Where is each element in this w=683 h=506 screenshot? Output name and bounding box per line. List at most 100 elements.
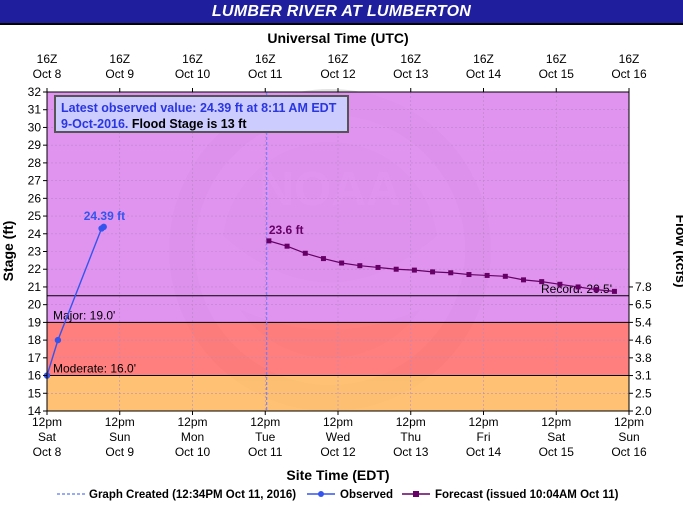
- observed-peak-label: 24.39 ft: [84, 209, 125, 223]
- y-tick-label: 25: [28, 209, 42, 223]
- forecast-point: [611, 288, 617, 294]
- bottom-axis-title: Site Time (EDT): [286, 467, 389, 483]
- bottom-tick-day: Wed: [326, 430, 350, 444]
- top-tick-date: Oct 9: [105, 67, 134, 81]
- flow-tick-label: 4.6: [635, 333, 652, 347]
- bottom-tick-time: 12pm: [177, 415, 207, 429]
- top-tick-date: Oct 12: [320, 67, 356, 81]
- top-tick-hour: 16Z: [400, 52, 421, 66]
- flood-stage-text: Flood Stage is 13 ft: [131, 117, 247, 131]
- bottom-tick-day: Sun: [618, 430, 639, 444]
- y-tick-label: 26: [28, 191, 42, 205]
- y-tick-label: 29: [28, 138, 42, 152]
- forecast-point: [430, 269, 436, 275]
- flow-tick-label: 6.5: [635, 298, 652, 312]
- bottom-tick-date: Oct 9: [105, 445, 134, 459]
- top-tick-date: Oct 16: [611, 67, 647, 81]
- forecast-point: [575, 284, 581, 290]
- right-axis-title: Flow (kcfs): [673, 214, 683, 287]
- top-tick-hour: 16Z: [473, 52, 494, 66]
- top-tick-hour: 16Z: [109, 52, 130, 66]
- forecast-point: [466, 272, 472, 278]
- top-axis-title: Universal Time (UTC): [267, 30, 408, 46]
- top-tick-date: Oct 15: [539, 67, 575, 81]
- observed-point: [100, 223, 107, 231]
- legend-forecast: Forecast (issued 10:04AM Oct 11): [435, 489, 619, 501]
- y-tick-label: 31: [28, 103, 42, 117]
- bottom-tick-day: Sat: [38, 430, 57, 444]
- y-tick-label: 28: [28, 156, 42, 170]
- top-tick-hour: 16Z: [546, 52, 567, 66]
- bottom-tick-time: 12pm: [105, 415, 135, 429]
- threshold-label-major: Major: 19.0': [53, 308, 115, 322]
- top-tick-date: Oct 13: [393, 67, 429, 81]
- bottom-tick-date: Oct 14: [466, 445, 502, 459]
- flow-tick-label: 3.1: [635, 369, 652, 383]
- bottom-tick-date: Oct 15: [539, 445, 575, 459]
- forecast-line: [268, 240, 615, 292]
- forecast-point: [284, 243, 290, 249]
- top-tick-hour: 16Z: [37, 52, 58, 66]
- legend: Graph Created (12:34PM Oct 11, 2016) Obs…: [57, 489, 619, 501]
- forecast-point: [521, 277, 527, 283]
- bottom-tick-date: Oct 12: [320, 445, 356, 459]
- forecast-point: [557, 281, 563, 287]
- bottom-tick-day: Tue: [255, 430, 276, 444]
- bottom-tick-date: Oct 11: [248, 445, 283, 459]
- bottom-tick-date: Oct 13: [393, 445, 429, 459]
- flow-tick-label: 3.8: [635, 351, 652, 365]
- flow-tick-label: 7.8: [635, 280, 652, 294]
- y-tick-label: 27: [28, 174, 42, 188]
- forecast-point: [266, 238, 272, 244]
- bottom-tick-day: Fri: [477, 430, 491, 444]
- chart-title: LUMBER RIVER AT LUMBERTON: [211, 3, 472, 20]
- bottom-tick-date: Oct 16: [611, 445, 647, 459]
- legend-observed: Observed: [340, 489, 393, 501]
- forecast-point: [357, 263, 363, 269]
- top-tick-date: Oct 8: [33, 67, 62, 81]
- bottom-tick-time: 12pm: [614, 415, 644, 429]
- y-tick-label: 18: [28, 333, 42, 347]
- forecast-point: [302, 250, 308, 256]
- bottom-tick-day: Thu: [400, 430, 421, 444]
- y-tick-label: 21: [28, 280, 42, 294]
- forecast-point: [411, 267, 417, 273]
- legend-observed-marker: [318, 491, 324, 497]
- bottom-tick-day: Sat: [547, 430, 566, 444]
- top-tick-hour: 16Z: [328, 52, 349, 66]
- y-tick-label: 19: [28, 315, 42, 329]
- bottom-tick-time: 12pm: [32, 415, 62, 429]
- left-axis-title: Stage (ft): [0, 221, 16, 282]
- bottom-tick-time: 12pm: [250, 415, 280, 429]
- forecast-point: [393, 266, 399, 272]
- threshold-label-moderate: Moderate: 16.0': [53, 362, 136, 376]
- top-tick-hour: 16Z: [182, 52, 203, 66]
- y-tick-label: 32: [28, 85, 42, 99]
- bottom-tick-date: Oct 10: [175, 445, 211, 459]
- bottom-tick-day: Mon: [181, 430, 204, 444]
- forecast-point: [484, 272, 490, 278]
- forecast-point: [448, 270, 454, 276]
- legend-graph-created: Graph Created (12:34PM Oct 11, 2016): [89, 489, 296, 501]
- y-tick-label: 23: [28, 245, 42, 259]
- y-tick-label: 30: [28, 120, 42, 134]
- top-tick-hour: 16Z: [619, 52, 640, 66]
- forecast-point: [375, 264, 381, 270]
- flow-tick-label: 2.5: [635, 386, 652, 400]
- bottom-tick-time: 12pm: [541, 415, 571, 429]
- y-tick-label: 22: [28, 262, 42, 276]
- y-tick-label: 16: [28, 369, 42, 383]
- bottom-tick-day: Sun: [109, 430, 130, 444]
- y-tick-label: 20: [28, 298, 42, 312]
- top-tick-date: Oct 14: [466, 67, 502, 81]
- latest-value-box: Latest observed value: 24.39 ft at 8:11 …: [54, 95, 349, 133]
- bottom-tick-time: 12pm: [396, 415, 426, 429]
- forecast-point: [339, 260, 345, 266]
- observed-point: [54, 336, 62, 344]
- y-tick-label: 15: [28, 386, 42, 400]
- flow-tick-label: 2.0: [635, 404, 652, 418]
- bottom-tick-time: 12pm: [468, 415, 498, 429]
- bottom-tick-date: Oct 8: [33, 445, 62, 459]
- forecast-peak-label: 23.6 ft: [269, 223, 304, 237]
